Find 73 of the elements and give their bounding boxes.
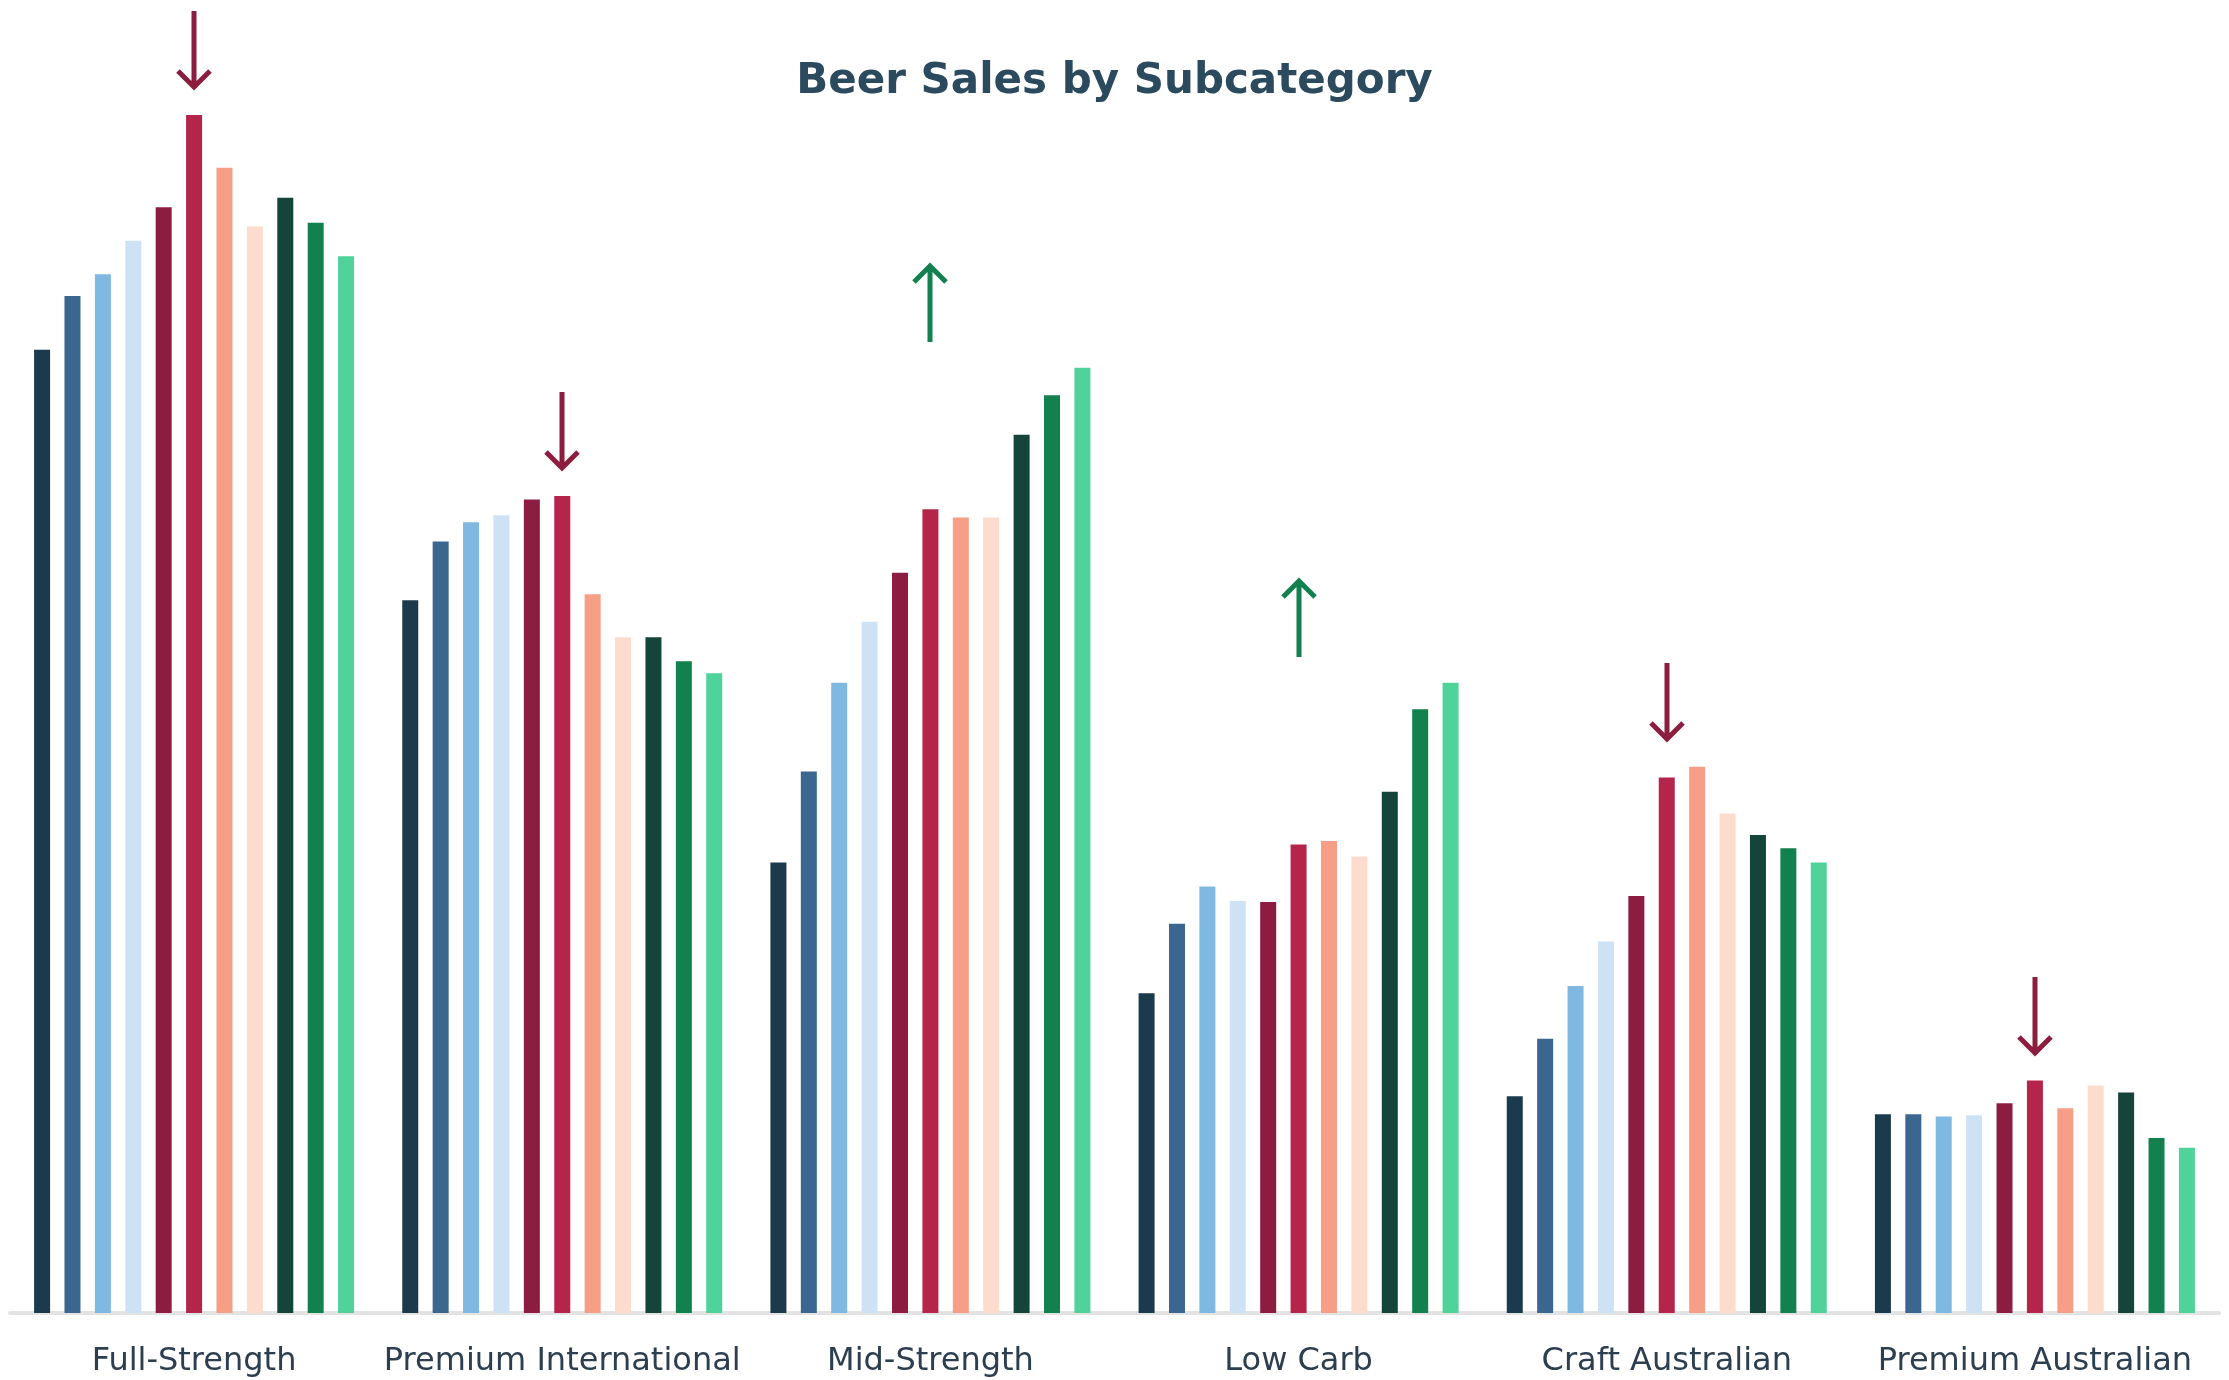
bar — [615, 637, 632, 1313]
bar — [1810, 862, 1827, 1313]
bar — [675, 661, 692, 1313]
bar — [831, 682, 848, 1313]
bar — [523, 499, 540, 1313]
bar — [1013, 434, 1030, 1313]
bar — [432, 541, 449, 1313]
bar — [2057, 1108, 2074, 1313]
bar — [1749, 835, 1766, 1313]
bar — [645, 637, 662, 1313]
bar — [1320, 840, 1337, 1313]
bar — [64, 295, 81, 1313]
bar — [1874, 1114, 1891, 1313]
x-tick-label: Craft Australian — [1541, 1340, 1792, 1378]
bar — [338, 256, 355, 1313]
bar — [770, 862, 787, 1313]
bar — [1905, 1114, 1922, 1313]
bar — [1412, 709, 1429, 1313]
x-tick-label: Low Carb — [1224, 1340, 1373, 1378]
bar — [922, 509, 939, 1313]
bar — [952, 517, 969, 1313]
bar — [861, 621, 878, 1313]
bar — [2178, 1147, 2195, 1313]
x-tick-label: Premium Australian — [1877, 1340, 2193, 1378]
bar — [1689, 766, 1706, 1313]
bar — [463, 522, 480, 1313]
bar — [1537, 1038, 1554, 1313]
bar — [1567, 985, 1584, 1313]
bar — [1780, 848, 1797, 1313]
bar — [1506, 1096, 1523, 1313]
bar — [1168, 923, 1185, 1313]
bar — [892, 572, 909, 1313]
bar — [1074, 367, 1091, 1313]
bar — [1138, 993, 1155, 1313]
bar — [2087, 1085, 2104, 1313]
bar — [983, 517, 1000, 1313]
bar — [1628, 896, 1645, 1313]
bar — [1381, 791, 1398, 1313]
bar — [1996, 1103, 2013, 1313]
bar — [34, 349, 51, 1313]
x-tick-label: Mid-Strength — [827, 1340, 1034, 1378]
bar — [155, 207, 172, 1313]
bar — [1229, 900, 1246, 1313]
bar — [1199, 886, 1216, 1313]
bar — [1966, 1115, 1983, 1313]
bar — [1597, 941, 1614, 1313]
bar — [94, 274, 111, 1313]
bar — [1658, 777, 1675, 1313]
x-tick-label: Premium International — [383, 1340, 741, 1378]
bar — [1044, 395, 1061, 1313]
bar — [1719, 813, 1736, 1313]
bar — [1351, 856, 1368, 1313]
bar — [216, 167, 233, 1313]
bar — [584, 594, 601, 1313]
chart-title: Beer Sales by Subcategory — [796, 53, 1433, 103]
bar — [800, 771, 817, 1313]
bar — [2118, 1092, 2135, 1313]
bar — [1290, 844, 1307, 1313]
bar — [125, 240, 142, 1313]
bar — [2026, 1080, 2043, 1313]
bar — [186, 115, 203, 1313]
bar — [554, 495, 571, 1313]
bar — [706, 673, 723, 1313]
bar — [277, 197, 294, 1313]
bar — [402, 600, 419, 1313]
bar — [1260, 902, 1277, 1313]
bar — [2148, 1138, 2165, 1313]
bar — [1935, 1116, 1952, 1313]
bar — [493, 515, 510, 1313]
bar — [307, 222, 324, 1313]
bar — [1442, 682, 1459, 1313]
x-tick-label: Full-Strength — [91, 1340, 297, 1378]
bar — [246, 226, 263, 1313]
